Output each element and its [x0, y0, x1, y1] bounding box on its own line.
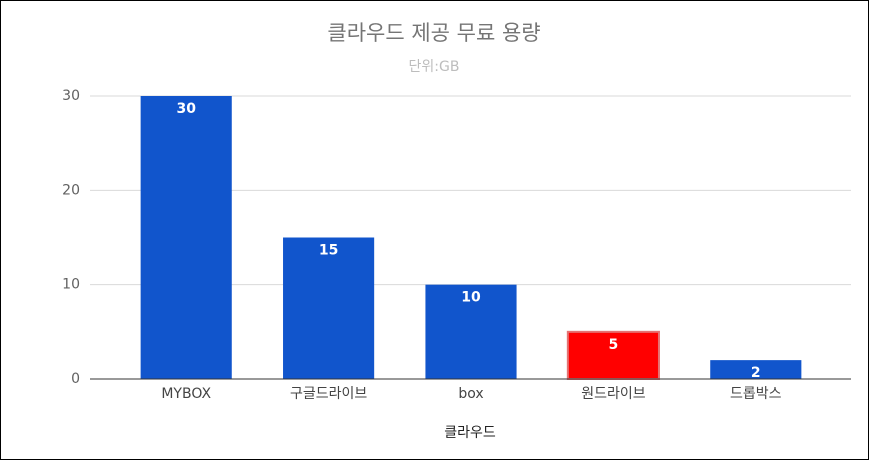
chart-title: 클라우드 제공 무료 용량 — [327, 21, 540, 45]
y-tick-label: 0 — [71, 371, 80, 387]
x-tick-label: box — [458, 386, 483, 402]
x-axis-label: 클라우드 — [444, 425, 496, 441]
bar — [140, 96, 232, 379]
y-tick-label: 30 — [62, 88, 80, 104]
data-label: 15 — [319, 243, 338, 259]
x-tick-label: 구글드라이브 — [290, 386, 367, 402]
data-label: 2 — [751, 365, 761, 381]
data-label: 5 — [609, 337, 619, 353]
bar — [566, 330, 660, 381]
bar — [425, 284, 517, 379]
x-tick-label: 드롭박스 — [730, 386, 782, 402]
data-label: 30 — [176, 101, 196, 117]
y-tick-label: 20 — [62, 182, 80, 198]
y-tick-label: 10 — [62, 277, 80, 293]
bar — [283, 237, 375, 379]
x-tick-label: 원드라이브 — [581, 386, 646, 402]
data-label: 10 — [461, 290, 481, 306]
bar — [710, 360, 802, 379]
chart-subtitle: 단위:GB — [409, 59, 460, 75]
x-tick-label: MYBOX — [161, 386, 211, 402]
